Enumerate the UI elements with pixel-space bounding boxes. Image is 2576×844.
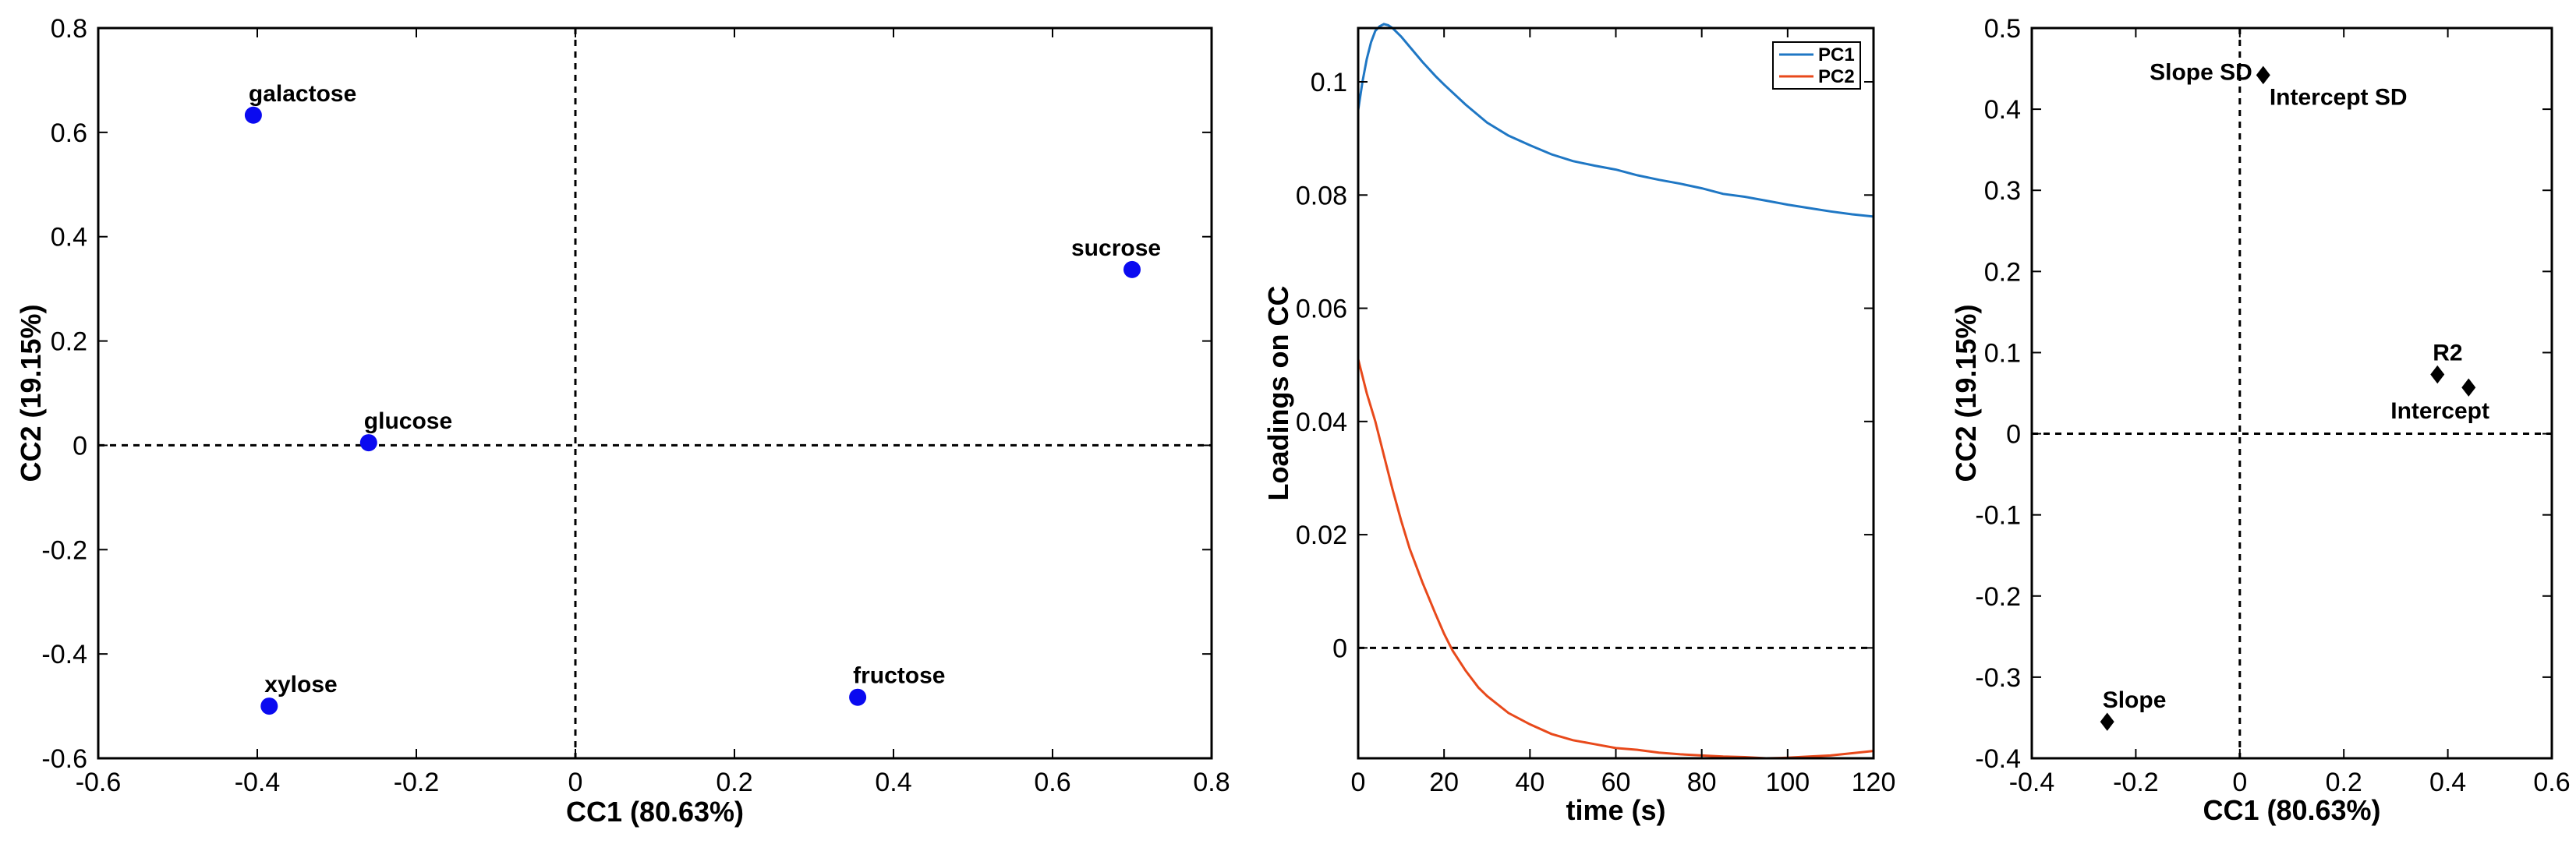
point-label-xylose: xylose (264, 672, 337, 697)
y-tick-label: 0.2 (1984, 257, 2021, 287)
y-tick-label: -0.2 (41, 535, 87, 565)
y-tick-label: 0.02 (1296, 521, 1347, 550)
x-tick-label: 20 (1429, 768, 1459, 797)
point-label-galactose: galactose (249, 81, 356, 107)
point-slope-sd (2256, 65, 2270, 85)
point-label-sucrose: sucrose (1071, 235, 1161, 261)
x-axis-ticks: 0 20 40 60 80 100 120 (1351, 28, 1896, 797)
point-label-intercept-sd: Intercept SD (2270, 84, 2408, 110)
x-tick-label: 100 (1765, 768, 1810, 797)
x-tick-label: -0.4 (235, 768, 281, 797)
x-tick-label: 0.4 (875, 768, 911, 797)
y-tick-label: 0.8 (51, 14, 87, 44)
point-label-intercept: Intercept (2390, 398, 2489, 424)
point-glucose (359, 434, 377, 452)
y-tick-label: -0.1 (1975, 501, 2021, 531)
y-tick-label: 0.2 (51, 327, 87, 357)
y-axis-ticks: -0.6 -0.4 -0.2 0 0.2 0.4 0.6 0.8 (41, 14, 1212, 774)
x-tick-label: 120 (1852, 768, 1896, 797)
x-tick-label: 60 (1601, 768, 1631, 797)
y-tick-label: 0.1 (1311, 68, 1347, 97)
point-label-slope: Slope (2103, 687, 2167, 713)
parameters-panel: Slope SD Intercept SD R2 Intercept Slope -0.… (1950, 14, 2571, 826)
series-line-pc2 (1357, 358, 1874, 760)
loadings-panel: 0 20 40 60 80 100 120 0 0.02 0.04 0.06 0.08 0.1 PC1… (1262, 23, 1896, 826)
point-label-glucose: glucose (364, 408, 452, 434)
x-tick-label: 0 (568, 768, 583, 797)
x-axis-label: CC1 (80.63%) (2203, 794, 2380, 826)
y-tick-label: 0.6 (51, 118, 87, 148)
x-tick-label: -0.2 (2113, 768, 2159, 797)
point-sucrose (1123, 260, 1141, 278)
point-label-fructose: fructose (853, 663, 945, 689)
plot-frame (97, 26, 1213, 760)
x-tick-label: 0.6 (1034, 768, 1070, 797)
y-tick-label: 0 (2006, 420, 2021, 450)
point-label-slope-sd: Slope SD (2150, 59, 2252, 85)
scatter-points (2100, 65, 2476, 731)
y-tick-label: 0.06 (1296, 295, 1347, 324)
point-xylose (260, 697, 278, 715)
point-r2 (2430, 365, 2445, 384)
y-tick-label: -0.4 (1975, 744, 2021, 774)
y-tick-label: -0.2 (1975, 582, 2021, 612)
y-tick-label: 0.4 (1984, 95, 2021, 125)
y-tick-label: 0.1 (1984, 338, 2021, 368)
y-tick-label: 0.5 (1984, 14, 2021, 44)
x-tick-label: 0.6 (2533, 768, 2570, 797)
y-axis-label: Loadings on CC (1262, 286, 1294, 501)
point-intercept (2461, 378, 2476, 397)
point-fructose (849, 688, 867, 706)
scatter-points (244, 106, 1141, 715)
x-tick-label: 0.4 (2429, 768, 2466, 797)
plot-frame (2030, 26, 2553, 760)
x-tick-label: -0.4 (2009, 768, 2055, 797)
x-axis-label: time (s) (1566, 794, 1665, 826)
y-tick-label: 0.04 (1296, 408, 1347, 437)
x-tick-label: 0 (2232, 768, 2247, 797)
y-tick-label: 0 (1332, 634, 1347, 663)
x-tick-label: 80 (1687, 768, 1717, 797)
y-axis-ticks: 0 0.02 0.04 0.06 0.08 0.1 (1296, 68, 1874, 663)
scores-panel: galactose sucrose glucose xylose fructose -0… (15, 14, 1230, 828)
y-tick-label: 0.08 (1296, 181, 1347, 210)
zero-lines (98, 28, 1212, 758)
y-axis-label: CC2 (19.15%) (15, 304, 47, 482)
x-axis-ticks: -0.4 -0.2 0 0.2 0.4 0.6 (2009, 28, 2571, 797)
x-tick-label: 0.2 (716, 768, 752, 797)
x-axis-label: CC1 (80.63%) (566, 796, 744, 828)
legend-label-pc2: PC2 (1818, 66, 1855, 87)
y-tick-label: 0.4 (51, 223, 87, 252)
y-axis-ticks: -0.4 -0.3 -0.2 -0.1 0 0.1 0.2 0.3 0.4 0.5 (1975, 14, 2552, 774)
x-tick-label: 0.2 (2326, 768, 2362, 797)
y-tick-label: -0.4 (41, 640, 87, 669)
point-galactose (244, 106, 262, 124)
point-label-r2: R2 (2433, 341, 2462, 366)
x-tick-label: 0.8 (1193, 768, 1230, 797)
legend: PC1 PC2 (1772, 41, 1861, 90)
point-labels: Slope SD Intercept SD R2 Intercept Slope (2103, 59, 2489, 713)
zero-lines (2032, 28, 2552, 758)
x-tick-label: 40 (1515, 768, 1545, 797)
y-tick-label: -0.3 (1975, 663, 2021, 693)
x-axis-ticks: -0.6 -0.4 -0.2 0 0.2 0.4 0.6 0.8 (76, 28, 1230, 797)
series-line-pc1 (1357, 23, 1874, 218)
y-tick-label: 0 (73, 431, 87, 461)
y-axis-label: CC2 (19.15%) (1950, 304, 1982, 482)
x-tick-label: -0.6 (76, 768, 122, 797)
legend-box (1772, 41, 1861, 90)
x-tick-label: -0.2 (394, 768, 440, 797)
point-slope (2100, 712, 2114, 731)
y-tick-label: 0.3 (1984, 176, 2021, 206)
x-tick-label: 0 (1351, 768, 1366, 797)
y-tick-label: -0.6 (41, 744, 87, 774)
point-labels: galactose sucrose glucose xylose fructose (249, 81, 1161, 697)
legend-label-pc1: PC1 (1818, 44, 1855, 65)
